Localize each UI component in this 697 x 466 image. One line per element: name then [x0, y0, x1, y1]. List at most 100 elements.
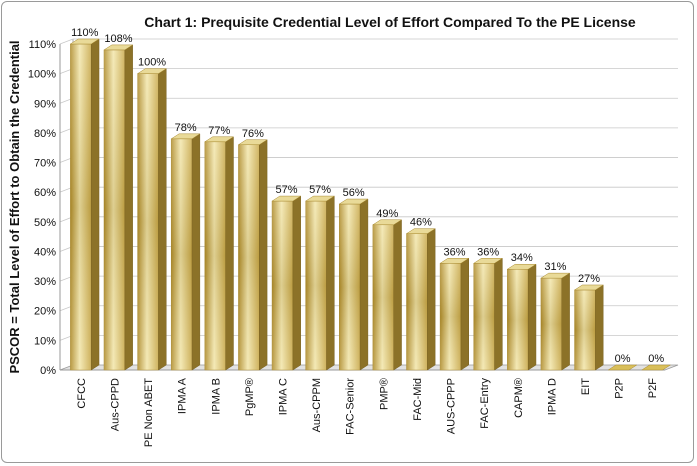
bar-top: [136, 68, 168, 74]
bar-side: [494, 257, 503, 371]
bar-top: [573, 284, 605, 291]
x-tick-label: PgMP®: [244, 378, 256, 416]
bar-shade: [372, 224, 394, 370]
x-tick-label: Aus-CPPD: [109, 378, 121, 431]
data-label: 36%: [477, 246, 499, 258]
bar-shade: [473, 263, 495, 370]
bar-top: [607, 364, 638, 371]
y-tick-label: 40%: [34, 246, 56, 258]
bar-shade: [103, 49, 125, 370]
x-tick-label: AUS-CPPP: [446, 378, 458, 434]
data-label: 110%: [71, 27, 99, 39]
y-tick-label: 110%: [29, 39, 57, 51]
x-tick-label: CAPM®: [513, 378, 525, 418]
x-tick-label: IPMA C: [277, 378, 289, 415]
bar-shade: [238, 144, 260, 370]
bar-side: [158, 68, 167, 371]
data-label: 57%: [275, 184, 297, 196]
bar-top: [69, 38, 100, 45]
x-tick-label: FAC-Senior: [345, 378, 357, 435]
bar-side: [326, 195, 335, 371]
data-label: 27%: [578, 273, 600, 285]
y-tick-label: 90%: [34, 98, 56, 110]
y-tick-label: 80%: [34, 128, 56, 140]
bar-shade: [540, 278, 562, 370]
data-label: 76%: [242, 128, 264, 140]
data-label: 108%: [104, 33, 132, 45]
bar-side: [427, 228, 436, 371]
bar-shade: [137, 73, 159, 371]
x-tick-label: P2F: [647, 378, 659, 398]
bar-side: [595, 284, 604, 371]
bar-shade: [204, 141, 226, 370]
bar-shade: [406, 233, 428, 370]
y-tick-label: 0%: [40, 365, 56, 377]
data-label: 46%: [410, 217, 432, 229]
bar-top: [304, 195, 336, 202]
bar-top: [271, 195, 302, 202]
bar-side: [191, 133, 201, 371]
bar-top: [439, 258, 470, 264]
data-label: 100%: [138, 57, 166, 69]
data-label: 77%: [208, 125, 230, 137]
x-tick-label: FAC-Entry: [479, 378, 491, 429]
x-tick-label: PMP®: [378, 378, 390, 410]
data-label: 0%: [648, 353, 664, 365]
plot-area: 0% 10% 20% 30% 40% 50% 60% 70% 80% 90% 100% 110% 110…: [28, 27, 679, 447]
bar-shade: [507, 269, 529, 370]
x-tick-label: CFCC: [76, 378, 88, 409]
bar-top: [103, 44, 134, 51]
x-tick-label: PE Non ABET: [143, 378, 155, 447]
bar-top: [203, 136, 235, 143]
bar-side: [460, 257, 469, 371]
bar-side: [393, 219, 402, 371]
bar-side: [225, 136, 234, 371]
data-label: 56%: [343, 187, 365, 199]
data-label: 78%: [175, 122, 197, 134]
bar-top: [372, 219, 403, 226]
bar-side: [90, 38, 100, 371]
y-tick-label: 20%: [34, 306, 56, 318]
bar-side: [259, 139, 268, 371]
x-tick-label: EIT: [580, 378, 592, 395]
x-tick-label: Aus-CPPM: [311, 378, 323, 432]
bar-shade: [70, 44, 92, 370]
bar-shade: [305, 201, 327, 370]
bar-top: [540, 272, 571, 279]
chart-title: Chart 1: Prequisite Credential Level of …: [144, 14, 636, 30]
bar-side: [292, 195, 301, 371]
x-tick-label: IPMA A: [177, 377, 189, 414]
y-tick-label: 50%: [34, 217, 56, 229]
bar-shade: [574, 289, 596, 370]
y-tick-label: 10%: [34, 335, 56, 347]
bar-shade: [339, 204, 361, 370]
data-label: 31%: [544, 261, 566, 273]
bar-top: [237, 139, 268, 146]
bar-shade: [440, 263, 461, 370]
x-tick-label: FAC-Mid: [412, 378, 424, 421]
y-axis-label: PSCOR = Total Level of Effort to Obtain …: [7, 40, 22, 373]
bar-side: [561, 272, 570, 371]
bar-top: [506, 263, 537, 270]
x-tick-label: IPMA D: [546, 378, 558, 415]
data-label: 57%: [309, 184, 331, 196]
x-tick-label: IPMA B: [210, 378, 222, 415]
bar-side: [527, 263, 537, 371]
data-label: 0%: [615, 353, 631, 365]
data-label: 36%: [444, 246, 466, 258]
bar-top: [170, 133, 201, 140]
gridline: [59, 38, 678, 45]
bar-side: [124, 44, 133, 371]
bar-side: [359, 198, 369, 371]
y-tick-label: 60%: [34, 187, 56, 199]
x-tick-label: P2P: [614, 378, 626, 399]
y-tick-label: 30%: [34, 276, 56, 288]
bar-top: [338, 198, 369, 205]
bar-shade: [171, 138, 193, 370]
bar-top: [640, 364, 672, 371]
bar-top: [405, 228, 436, 234]
y-tick-label: 100%: [28, 69, 56, 81]
data-label: 34%: [511, 252, 533, 264]
